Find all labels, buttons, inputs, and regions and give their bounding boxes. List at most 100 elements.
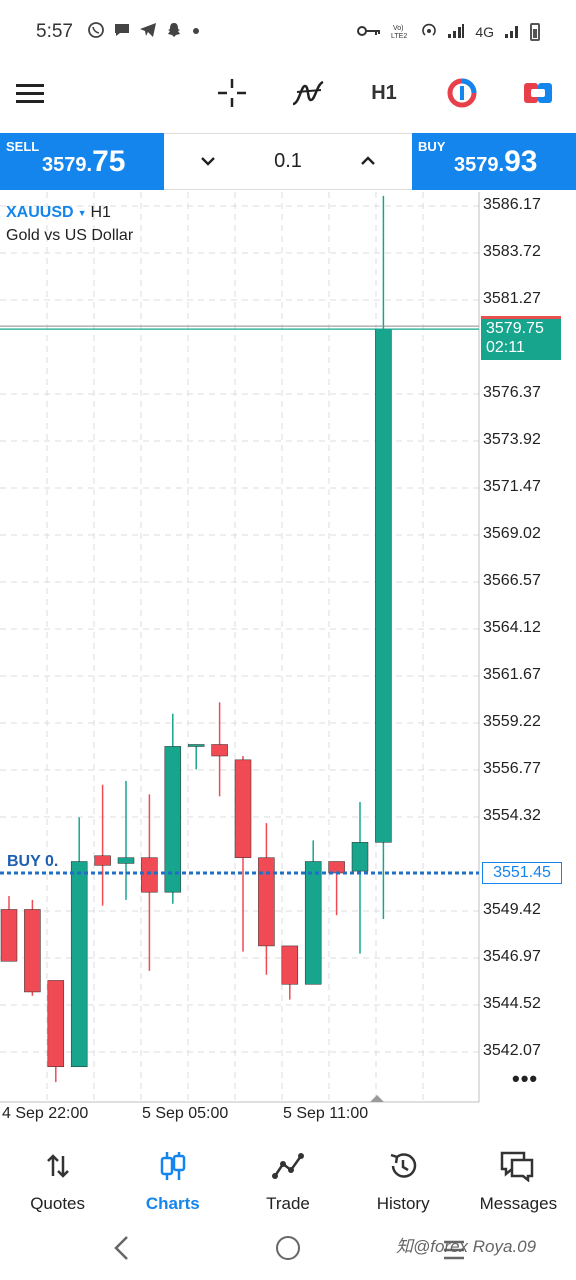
arrows-updown-icon <box>44 1148 72 1184</box>
buy-position-label[interactable]: BUY 0. <box>7 853 59 871</box>
price-tick-label: 3546.97 <box>483 948 541 965</box>
buy-price-small: 3579. <box>454 154 505 176</box>
caret-down-icon[interactable]: ▼ <box>77 208 87 218</box>
nav-history-label: History <box>376 1194 430 1213</box>
signal-icon-1 <box>447 23 465 42</box>
nav-quotes-label: Quotes <box>30 1194 85 1213</box>
volume-selector: 0.1 <box>164 133 412 190</box>
buy-price-big: 93 <box>504 145 538 178</box>
candle-body <box>94 855 111 866</box>
candle-body <box>211 744 228 757</box>
nav-history[interactable]: History <box>346 1126 461 1226</box>
chevron-down-icon <box>201 157 215 166</box>
price-tick-label: 3569.02 <box>483 525 541 542</box>
candle-body <box>375 328 392 843</box>
messages-icon <box>500 1148 536 1184</box>
symbol-timeframe: H1 <box>90 204 111 221</box>
candle-body <box>117 857 135 864</box>
signal-icon-2 <box>504 23 520 42</box>
chart-toolbar: H1 <box>0 64 576 122</box>
status-left: 5:57 <box>36 21 201 44</box>
price-tick-label: 3554.32 <box>483 807 541 824</box>
svg-text:LTE2: LTE2 <box>391 33 407 40</box>
nav-charts[interactable]: Charts <box>115 1126 230 1226</box>
candle-body <box>234 759 252 858</box>
price-tick-label: 3564.12 <box>483 619 541 636</box>
bid-price-value: 3579.75 <box>486 320 544 337</box>
history-icon <box>387 1148 419 1184</box>
price-tick-label: 3581.27 <box>483 290 541 307</box>
timeframe-button[interactable]: H1 <box>371 81 397 104</box>
telegram-icon <box>139 21 157 44</box>
price-tick-label: 3556.77 <box>483 760 541 777</box>
price-tick-label: 3561.67 <box>483 666 541 683</box>
nav-messages[interactable]: Messages <box>461 1126 576 1226</box>
nav-quotes[interactable]: Quotes <box>0 1126 115 1226</box>
candle-body <box>328 861 345 874</box>
volte-icon: Vo) LTE2 <box>391 22 411 43</box>
price-tick-label: 3566.57 <box>483 572 541 589</box>
chevron-up-icon <box>361 156 375 165</box>
price-tick-label: 3576.37 <box>483 384 541 401</box>
bar-countdown: 02:11 <box>486 339 525 356</box>
volume-value[interactable]: 0.1 <box>274 150 302 172</box>
status-right: Vo) LTE2 4G <box>357 22 540 43</box>
bottom-navigation: Quotes Charts Trade History Messages <box>0 1126 576 1226</box>
trade-line-icon <box>271 1148 304 1184</box>
snapchat-icon <box>165 21 183 44</box>
status-bar: 5:57 Vo) LTE2 <box>0 0 576 64</box>
status-time: 5:57 <box>36 21 73 42</box>
one-click-trading-icon[interactable] <box>442 72 482 114</box>
price-tick-label: 3573.92 <box>483 431 541 448</box>
menu-icon[interactable] <box>14 72 46 114</box>
symbol-description: Gold vs US Dollar <box>6 227 134 244</box>
price-tick-label: 3544.52 <box>483 995 541 1012</box>
price-chart[interactable] <box>0 190 576 1125</box>
hotspot-icon <box>421 23 437 42</box>
buy-button[interactable]: BUY 3579.93 <box>412 133 576 190</box>
nav-messages-label: Messages <box>479 1194 558 1213</box>
system-navigation <box>0 1226 576 1280</box>
whatsapp-icon <box>87 21 105 44</box>
candlestick-chart[interactable] <box>0 190 576 1125</box>
back-icon[interactable] <box>110 1234 134 1267</box>
candle-body <box>24 909 41 993</box>
current-bar-marker <box>370 1095 384 1102</box>
crosshair-icon[interactable] <box>212 72 252 114</box>
watermark: 知@forex Roya.09 <box>396 1237 537 1256</box>
candle-body <box>164 746 182 893</box>
buy-position-price-tag: 3551.45 <box>482 862 562 884</box>
more-options-icon[interactable]: ••• <box>512 1066 539 1091</box>
volume-increase-button[interactable] <box>358 150 378 173</box>
buy-price: 3579.93 <box>454 145 537 179</box>
sell-price-big: 75 <box>92 145 126 178</box>
time-tick-label: 5 Sep 11:00 <box>283 1105 369 1122</box>
price-tick-label: 3549.42 <box>483 901 541 918</box>
time-tick-label: 4 Sep 22:00 <box>2 1105 89 1122</box>
network-type: 4G <box>475 24 494 40</box>
key-icon <box>357 24 381 41</box>
indicators-icon[interactable] <box>288 72 328 114</box>
price-tick-label: 3559.22 <box>483 713 541 730</box>
recents-icon[interactable] <box>440 1236 468 1269</box>
price-tick-label: 3586.17 <box>483 196 541 213</box>
chat-icon <box>113 21 131 44</box>
candle-body <box>141 857 158 893</box>
volume-decrease-button[interactable] <box>198 150 218 173</box>
buy-label: BUY <box>418 139 446 154</box>
symbol-name[interactable]: XAUUSD <box>6 204 74 221</box>
time-tick-label: 5 Sep 05:00 <box>142 1105 229 1122</box>
sell-button[interactable]: SELL 3579.75 <box>0 133 164 190</box>
svg-text:Vo): Vo) <box>393 25 404 32</box>
nav-trade[interactable]: Trade <box>230 1126 345 1226</box>
candle-body <box>70 861 88 1068</box>
candle-body <box>47 980 65 1068</box>
home-icon[interactable] <box>276 1236 300 1260</box>
sell-label: SELL <box>6 139 40 154</box>
nav-trade-label: Trade <box>266 1194 310 1213</box>
candle-body <box>187 744 205 747</box>
sell-price-small: 3579. <box>42 154 93 176</box>
candle-body <box>351 842 369 872</box>
trade-panel-toggle-icon[interactable] <box>518 72 558 114</box>
candle-body <box>304 861 322 985</box>
